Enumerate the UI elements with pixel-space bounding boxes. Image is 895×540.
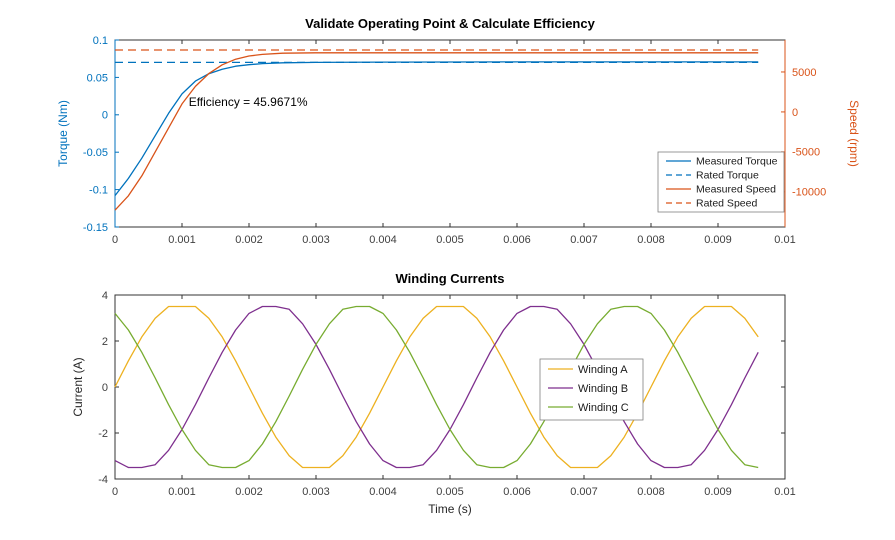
legend-label: Rated Torque: [696, 170, 759, 182]
legend-label: Winding C: [578, 402, 629, 414]
x-tick-label: 0.001: [168, 486, 196, 498]
legend-label: Measured Torque: [696, 156, 778, 168]
x-tick-label: 0.01: [774, 486, 795, 498]
x-tick-label: 0.003: [302, 486, 330, 498]
right-y-tick-label: -10000: [792, 187, 826, 199]
x-tick-label: 0: [112, 234, 118, 246]
y-axis-label: Current (A): [71, 357, 85, 416]
x-axis-label: Time (s): [428, 502, 472, 516]
operating-point-chart: 0 0.001 0.002 0.003 0.004 0.005 0.006 0.007 0.00…: [56, 16, 861, 246]
legend-label: Rated Speed: [696, 198, 757, 210]
y-tick-label: -0.1: [89, 184, 108, 196]
efficiency-annotation: Efficiency = 45.9671%: [189, 95, 308, 109]
x-tick-label: 0.001: [168, 234, 196, 246]
legend-box: [657, 151, 785, 213]
x-tick-label: 0.007: [570, 234, 598, 246]
x-tick-label: 0.009: [704, 486, 732, 498]
y-tick-label: 0: [102, 110, 108, 122]
legend: Winding A Winding B Winding C: [539, 358, 644, 421]
y-tick-label: -4: [98, 474, 108, 486]
x-tick-label: 0.002: [235, 234, 263, 246]
series-measured-speed: [114, 52, 759, 211]
series-winding-c: [114, 305, 759, 469]
y-tick-label: -0.15: [83, 222, 108, 234]
x-tick-label: 0.002: [235, 486, 263, 498]
y-tick-label: 2: [102, 336, 108, 348]
y-tick-label: -0.05: [83, 147, 108, 159]
x-tick-label: 0.006: [503, 486, 531, 498]
legend-label: Winding B: [578, 383, 628, 395]
x-tick-label: 0.009: [704, 234, 732, 246]
y-tick-label: 0.05: [87, 72, 108, 84]
chart-title: Winding Currents: [396, 271, 505, 286]
y-tick-label: -2: [98, 428, 108, 440]
x-tick-label: 0.004: [369, 486, 397, 498]
x-tick-label: 0.006: [503, 234, 531, 246]
right-y-axis-label: Speed (rpm): [847, 100, 861, 167]
y-tick-label: 4: [102, 290, 108, 302]
legend-label: Winding A: [578, 364, 628, 376]
x-tick-label: 0.005: [436, 486, 464, 498]
y-tick-label: 0: [102, 382, 108, 394]
x-tick-label: 0.008: [637, 486, 665, 498]
series-winding-a: [114, 305, 759, 469]
plot-box: [114, 294, 786, 480]
x-tick-label: 0.004: [369, 234, 397, 246]
x-tick-label: 0.007: [570, 486, 598, 498]
y-tick-label: 0.1: [93, 35, 108, 47]
x-tick-label: 0.005: [436, 234, 464, 246]
legend-label: Measured Speed: [696, 184, 776, 196]
series-winding-b: [114, 305, 759, 469]
right-y-tick-label: 5000: [792, 67, 816, 79]
x-tick-label: 0.008: [637, 234, 665, 246]
x-tick-label: 0.003: [302, 234, 330, 246]
y-axis-label: Torque (Nm): [56, 100, 70, 167]
winding-currents-chart: 0 0.001 0.002 0.003 0.004 0.005 0.006 0.007 0.00…: [71, 271, 796, 516]
x-tick-label: 0.01: [774, 234, 795, 246]
chart-title: Validate Operating Point & Calculate Eff…: [305, 16, 595, 31]
legend: Measured Torque Rated Torque Measured Spee…: [657, 151, 785, 213]
right-y-tick-label: -5000: [792, 147, 820, 159]
x-tick-label: 0: [112, 486, 118, 498]
right-y-tick-label: 0: [792, 107, 798, 119]
